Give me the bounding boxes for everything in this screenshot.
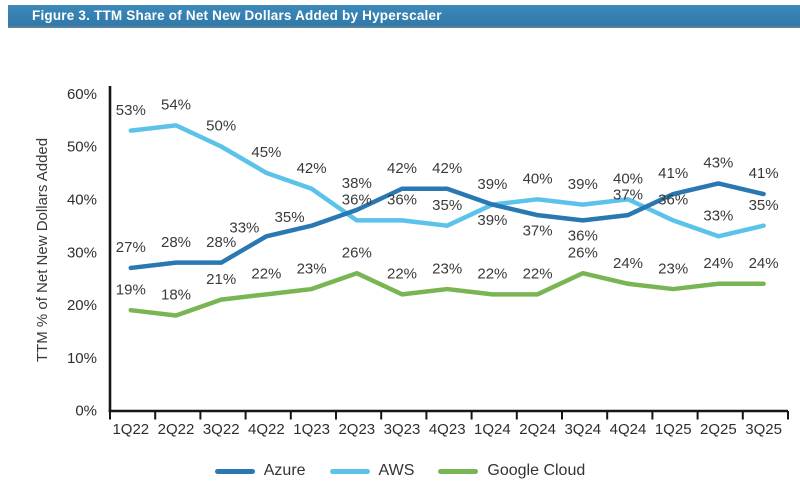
google-cloud-series-line (128, 270, 766, 318)
data-point-label: 38% (342, 175, 372, 192)
legend-item-google-cloud: Google Cloud (438, 462, 585, 480)
y-tick-label: 10% (67, 350, 97, 367)
data-point-label: 24% (749, 255, 779, 272)
figure-title-bar: Figure 3. TTM Share of Net New Dollars A… (8, 5, 800, 28)
data-point-label: 28% (206, 234, 236, 251)
data-point-label: 26% (568, 244, 598, 261)
y-tick-label: 40% (67, 192, 97, 209)
data-point-label: 27% (116, 239, 146, 256)
data-point-label: 41% (749, 165, 779, 182)
x-tick-label: 1Q25 (655, 421, 692, 438)
azure-series-line (128, 181, 766, 271)
data-point-label: 22% (523, 266, 553, 283)
data-point-label: 19% (116, 281, 146, 298)
data-point-label: 23% (297, 260, 327, 277)
x-tick-label: 1Q22 (112, 421, 149, 438)
x-tick-label: 3Q23 (384, 421, 421, 438)
x-tick-label: 2Q22 (158, 421, 195, 438)
data-point-label: 41% (658, 165, 688, 182)
x-tick-label: 2Q25 (700, 421, 737, 438)
data-point-label: 36% (658, 192, 688, 209)
data-point-label: 40% (613, 171, 643, 188)
x-tick-label: 3Q25 (745, 421, 782, 438)
aws-series-line (128, 123, 766, 239)
legend-label-aws: AWS (378, 462, 415, 479)
data-point-label: 26% (342, 244, 372, 261)
data-point-label: 28% (161, 234, 191, 251)
data-point-label: 21% (206, 271, 236, 288)
y-tick-label: 0% (75, 403, 97, 420)
legend-item-azure: Azure (214, 462, 306, 480)
figure-title: Figure 3. TTM Share of Net New Dollars A… (32, 8, 442, 23)
x-tick-label: 1Q24 (474, 421, 511, 438)
x-tick-label: 1Q23 (293, 421, 330, 438)
data-point-label: 50% (206, 118, 236, 135)
y-tick-label: 50% (67, 139, 97, 156)
aws-legend-line-icon (329, 468, 370, 474)
data-point-label: 22% (477, 266, 507, 283)
data-point-label: 36% (387, 192, 417, 209)
data-point-label: 54% (161, 97, 191, 114)
data-point-label: 39% (568, 176, 598, 193)
legend-label-google-cloud: Google Cloud (487, 462, 586, 479)
data-point-label: 39% (477, 176, 507, 193)
y-tick-label: 60% (67, 86, 97, 103)
data-point-label: 42% (387, 160, 417, 177)
data-point-label: 35% (749, 197, 779, 214)
chart-legend: Azure AWS Google Cloud (0, 461, 800, 481)
data-point-label: 35% (432, 197, 462, 214)
data-point-label: 23% (658, 260, 688, 277)
data-point-label: 22% (251, 266, 281, 283)
data-point-label: 42% (432, 160, 462, 177)
data-point-label: 42% (297, 160, 327, 177)
legend-label-azure: Azure (263, 462, 306, 479)
data-point-label: 24% (703, 255, 733, 272)
data-point-label: 35% (275, 209, 305, 226)
y-tick-label: 30% (67, 244, 97, 261)
data-point-label: 39% (477, 212, 507, 229)
data-point-label: 36% (568, 228, 598, 245)
data-point-label: 24% (613, 255, 643, 272)
data-point-label: 45% (251, 144, 281, 161)
data-point-label: 37% (613, 186, 643, 203)
data-point-label: 53% (116, 102, 146, 119)
x-tick-label: 3Q22 (203, 421, 240, 438)
data-point-label: 33% (229, 219, 259, 236)
x-tick-label: 4Q23 (429, 421, 466, 438)
data-point-label: 36% (342, 192, 372, 209)
data-point-label: 37% (523, 222, 553, 239)
azure-legend-line-icon (214, 468, 255, 474)
x-tick-label: 2Q24 (519, 421, 556, 438)
x-tick-label: 2Q23 (338, 421, 375, 438)
data-point-label: 33% (703, 207, 733, 224)
google-cloud-legend-line-icon (438, 468, 479, 474)
x-tick-label: 3Q24 (564, 421, 601, 438)
data-point-label: 43% (703, 155, 733, 172)
data-point-label: 22% (387, 266, 417, 283)
y-tick-label: 20% (67, 297, 97, 314)
y-axis-title: TTM % of Net New Dollars Added (34, 138, 51, 362)
data-point-label: 23% (432, 260, 462, 277)
data-point-label: 18% (161, 287, 191, 304)
x-tick-label: 4Q24 (610, 421, 647, 438)
x-tick-label: 4Q22 (248, 421, 285, 438)
data-point-label: 40% (523, 171, 553, 188)
legend-item-aws: AWS (329, 462, 415, 480)
